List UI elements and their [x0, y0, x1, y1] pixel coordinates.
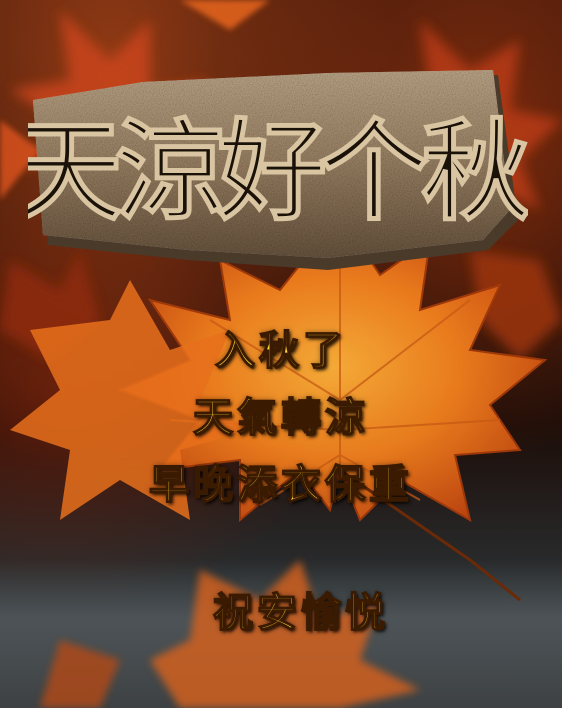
title-text: 天涼好个秋 [28, 107, 528, 236]
blessing-line-clothing: 早晚添衣保重 [148, 461, 413, 509]
blessing-line-wishes: 祝安愉悦 [212, 589, 389, 637]
blessing-line-autumn: 入秋了 [214, 327, 347, 375]
blessing-line-weather: 天氣轉涼 [192, 394, 369, 442]
stone-title-plate: 天涼好个秋 [28, 70, 528, 270]
